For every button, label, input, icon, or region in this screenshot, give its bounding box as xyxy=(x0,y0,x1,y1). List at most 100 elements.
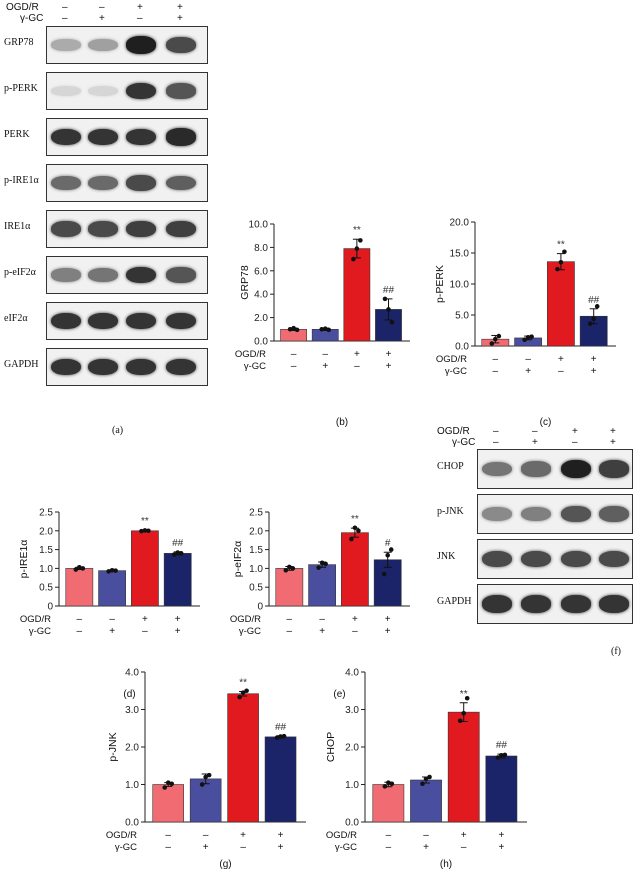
blot-f-band xyxy=(599,460,629,478)
y-tick-label: 0.5 xyxy=(39,583,53,594)
blot-f-gc-sign-1: – xyxy=(493,437,499,448)
data-point xyxy=(73,567,79,572)
data-point xyxy=(493,336,498,342)
bar xyxy=(264,736,297,823)
ogdr-sign: + xyxy=(498,830,504,841)
ogdr-sign: – xyxy=(386,830,392,841)
blot-a-gc-sign-4: + xyxy=(177,13,183,24)
blot-f-band xyxy=(561,505,591,523)
y-tick-label: 0.0 xyxy=(254,337,268,348)
y-tick-label: 20.0 xyxy=(450,218,470,229)
gc-row-label: γ-GC xyxy=(244,361,266,372)
data-point xyxy=(587,321,593,326)
data-point xyxy=(461,710,467,716)
ogdr-row-label: OGD/R xyxy=(230,614,261,625)
data-point xyxy=(386,307,391,312)
blot-a-band xyxy=(88,267,118,283)
blot-f-ogdr-sign-1: – xyxy=(493,426,499,437)
ogdr-row-label: OGD/R xyxy=(235,349,266,360)
blot-a-band xyxy=(166,175,196,191)
data-point xyxy=(322,326,328,332)
blot-a-band xyxy=(166,312,196,330)
significance-label: ## xyxy=(172,538,184,549)
blot-a-band xyxy=(166,358,196,376)
significance-label: ** xyxy=(557,240,565,251)
significance-label: ** xyxy=(239,678,247,689)
gc-sign: – xyxy=(386,842,392,853)
ogdr-sign: – xyxy=(319,614,325,625)
data-point xyxy=(529,334,534,340)
blot-a-blot-strip xyxy=(46,72,208,110)
bar xyxy=(547,261,575,347)
ogdr-sign: + xyxy=(558,354,564,365)
y-tick-label: 2.0 xyxy=(254,313,268,324)
gc-sign: + xyxy=(498,842,504,853)
bar xyxy=(189,778,222,823)
data-point xyxy=(169,781,175,787)
y-axis-label: p-eIF2α xyxy=(232,541,244,577)
blot-a-row-label: PERK xyxy=(4,129,30,140)
y-tick-label: 5.0 xyxy=(455,311,469,322)
y-tick-label: 1.5 xyxy=(249,545,263,556)
blot-a-band xyxy=(51,221,81,237)
ogdr-sign: + xyxy=(461,830,467,841)
gc-sign: – xyxy=(77,626,83,637)
data-point xyxy=(555,266,560,272)
blot-a-band xyxy=(126,175,156,191)
y-tick-label: 1.5 xyxy=(39,545,53,556)
data-point xyxy=(351,256,356,262)
blot-f-row-label: p-JNK xyxy=(437,506,464,517)
significance-label: ## xyxy=(275,722,287,733)
blot-a-band xyxy=(126,220,156,238)
blot-a-blot-strip xyxy=(46,256,208,294)
bar xyxy=(227,693,259,823)
blot-a-ogdr-sign-1: – xyxy=(62,2,68,13)
blot-f-gc-sign-2: + xyxy=(532,437,538,448)
bar xyxy=(311,328,339,342)
blot-a-band xyxy=(88,221,118,237)
y-tick-label: 8.0 xyxy=(254,243,268,254)
gc-sign: – xyxy=(287,626,293,637)
blot-f-blot-strip xyxy=(477,584,633,624)
blot-a-band xyxy=(88,175,118,191)
panel-letter: (h) xyxy=(440,859,452,870)
gc-sign: + xyxy=(525,366,531,377)
ogdr-row-label: OGD/R xyxy=(106,830,137,841)
gc-sign: – xyxy=(352,626,358,637)
y-tick-label: 0 xyxy=(257,602,263,613)
blot-a-row-label: p-eIF2α xyxy=(4,267,36,278)
data-point xyxy=(388,547,394,552)
blot-f-band xyxy=(599,550,629,568)
ogdr-row-label: OGD/R xyxy=(326,830,357,841)
gc-row-label: γ-GC xyxy=(29,626,51,637)
blot-a-band xyxy=(51,128,81,146)
y-tick-label: 0 xyxy=(47,602,53,613)
data-point xyxy=(77,564,82,570)
y-axis-label: p-PERK xyxy=(434,265,446,303)
blot-f-gc-sign-3: – xyxy=(572,437,578,448)
bar xyxy=(65,568,94,607)
significance-label: # xyxy=(385,538,391,549)
data-point xyxy=(354,246,360,251)
gc-sign: + xyxy=(322,361,328,372)
data-point xyxy=(316,565,321,570)
blot-a-band xyxy=(51,268,81,282)
panel-letter: (b) xyxy=(336,417,348,428)
blot-f-band xyxy=(521,550,551,568)
data-point xyxy=(522,337,527,343)
bar xyxy=(372,784,405,823)
data-point xyxy=(382,784,388,789)
y-tick-label: 0.5 xyxy=(249,583,263,594)
blot-a-band xyxy=(166,37,196,53)
bar xyxy=(163,553,192,607)
data-point xyxy=(385,552,391,558)
bar xyxy=(485,755,518,823)
blot-a-row-label: p-PERK xyxy=(4,83,38,94)
ogdr-sign: – xyxy=(109,614,115,625)
ogdr-sign: – xyxy=(203,830,209,841)
blot-f-band xyxy=(482,595,512,613)
data-point xyxy=(146,528,151,534)
blot-a-band xyxy=(51,175,81,191)
gc-sign: – xyxy=(354,361,360,372)
y-tick-label: 10.0 xyxy=(450,280,470,291)
